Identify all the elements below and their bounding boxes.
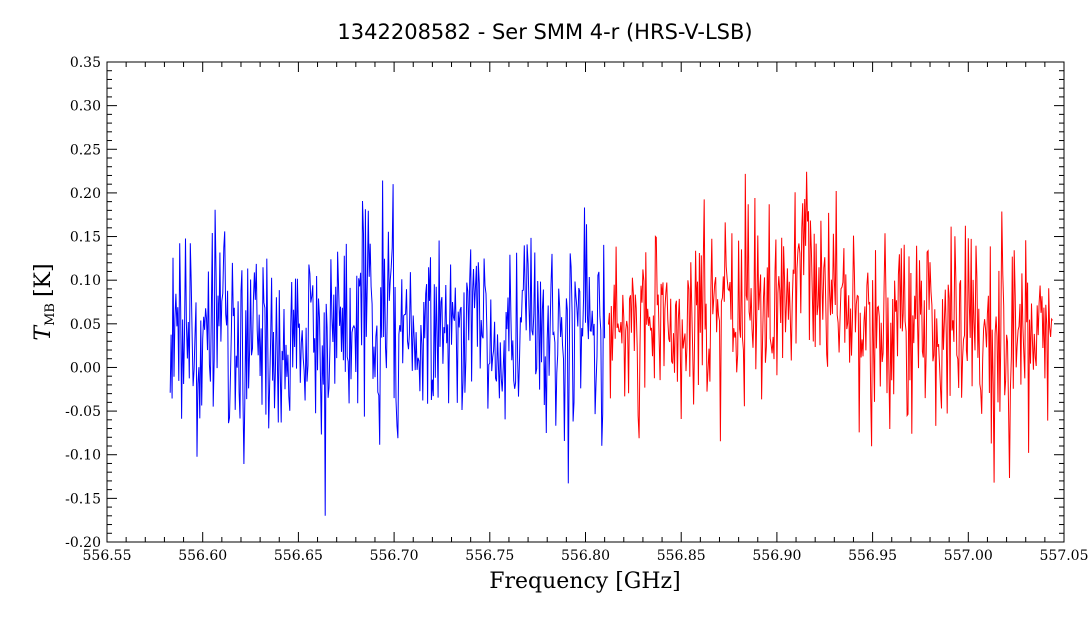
y-tick-label: 0.20	[70, 186, 101, 202]
x-tick-label: 556.65	[274, 548, 323, 564]
y-axis-label: TMB [K]	[31, 263, 58, 340]
y-tick-label: 0.30	[70, 99, 101, 115]
x-tick-label: 557.00	[944, 548, 993, 564]
y-axis: -0.20 -0.15 -0.10 -0.05 0.00 0.05 0.10 0.15 0.20…	[65, 55, 1064, 551]
y-tick-label: 0.10	[70, 273, 101, 289]
x-tick-label: 557.05	[1040, 548, 1089, 564]
y-tick-label: 0.25	[70, 142, 101, 158]
x-axis: 556.55 556.60 556.65 556.70 556.75 556.80 556.…	[83, 62, 1089, 564]
svg-text:TMB[K]: TMB [K]	[31, 263, 58, 340]
x-tick-label: 556.70	[370, 548, 419, 564]
y-tick-label: 0.35	[70, 55, 101, 71]
y-tick-label: -0.15	[65, 491, 101, 507]
y-tick-label: -0.05	[65, 404, 101, 420]
plot-area	[169, 171, 1053, 516]
x-tick-label: 556.85	[657, 548, 706, 564]
x-tick-label: 556.60	[178, 548, 227, 564]
x-axis-label: Frequency [GHz]	[489, 569, 681, 594]
y-tick-label: -0.20	[65, 535, 101, 551]
y-tick-label: 0.00	[70, 360, 101, 376]
y-axis-label-main: T	[31, 324, 56, 341]
y-tick-label: -0.10	[65, 448, 101, 464]
y-tick-label: 0.05	[70, 317, 101, 333]
x-tick-label: 556.75	[465, 548, 514, 564]
chart-title: 1342208582 - Ser SMM 4-r (HRS-V-LSB)	[337, 20, 752, 44]
series-trace	[608, 171, 1053, 483]
y-tick-label: 0.15	[70, 230, 101, 246]
series-trace	[169, 180, 606, 516]
x-tick-label: 556.95	[848, 548, 897, 564]
y-axis-label-unit: [K]	[31, 263, 56, 297]
x-tick-label: 556.80	[561, 548, 610, 564]
x-tick-label: 556.90	[752, 548, 801, 564]
x-tick-label: 556.55	[83, 548, 132, 564]
y-axis-label-subscript: MB	[43, 303, 58, 326]
